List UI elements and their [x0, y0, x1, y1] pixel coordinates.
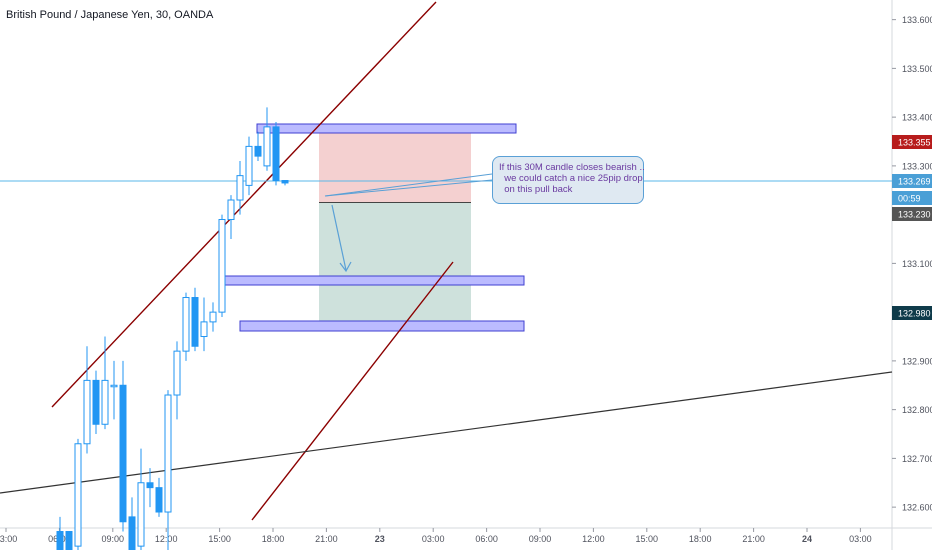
x-tick-label: 03:00 — [0, 534, 17, 544]
price-axis-label-bg — [892, 135, 932, 149]
y-tick-label: 132.900 — [902, 356, 932, 366]
callout-line: on this pull back — [499, 184, 573, 195]
candle-body[interactable] — [191, 297, 199, 347]
candle-body[interactable] — [92, 379, 100, 425]
price-axis-label: 133.355 — [898, 138, 931, 148]
x-tick-label: 09:00 — [102, 534, 125, 544]
x-tick-label: 03:00 — [849, 534, 872, 544]
candle-body[interactable] — [218, 219, 226, 313]
y-tick-label: 133.400 — [902, 113, 932, 123]
candle-body[interactable] — [137, 482, 145, 547]
candle-body[interactable] — [209, 311, 217, 323]
candle-body[interactable] — [254, 145, 262, 157]
x-tick-label: 12:00 — [582, 534, 605, 544]
x-tick-label: 18:00 — [689, 534, 712, 544]
candle-body[interactable] — [65, 531, 73, 555]
price-axis-label: 133.230 — [898, 210, 931, 220]
x-tick-label: 23 — [375, 534, 385, 544]
price-axis-label: 00:59 — [898, 194, 921, 204]
projection-arrowhead — [339, 261, 352, 273]
y-tick-label: 132.700 — [902, 454, 932, 464]
candle-body[interactable] — [236, 175, 244, 201]
x-tick-label: 18:00 — [262, 534, 285, 544]
candle-body[interactable] — [119, 384, 127, 523]
trade-note-callout[interactable]: If this 30M candle closes bearish .. we … — [492, 156, 645, 204]
candle-body[interactable] — [101, 379, 109, 425]
upper-channel-trendline[interactable] — [51, 1, 437, 408]
x-tick-label: 21:00 — [742, 534, 765, 544]
resistance-zone[interactable] — [256, 123, 517, 134]
lower-channel-trendline[interactable] — [251, 261, 454, 521]
candle-body[interactable] — [245, 145, 253, 186]
candle-body[interactable] — [173, 350, 181, 396]
take-profit-zone[interactable] — [319, 202, 471, 322]
x-tick-label: 09:00 — [529, 534, 552, 544]
candle-body[interactable] — [56, 531, 64, 555]
candle-body[interactable] — [227, 199, 235, 221]
y-tick-label: 132.600 — [902, 503, 932, 513]
candle-body[interactable] — [263, 126, 271, 167]
x-tick-label: 15:00 — [636, 534, 659, 544]
x-tick-label: 12:00 — [155, 534, 178, 544]
y-tick-label: 133.300 — [902, 161, 932, 171]
price-axis-label-bg — [892, 191, 932, 205]
support-zone[interactable] — [221, 275, 525, 286]
x-tick-label: 06:00 — [475, 534, 498, 544]
candle-body[interactable] — [182, 297, 190, 352]
x-tick-label: 15:00 — [208, 534, 231, 544]
candle-body[interactable] — [83, 379, 91, 445]
y-tick-label: 132.800 — [902, 405, 932, 415]
callout-line: If this 30M candle closes bearish .. — [499, 162, 645, 173]
callout-pointer — [324, 173, 493, 197]
support-zone-lower[interactable] — [239, 320, 525, 332]
projection-arrow — [331, 204, 347, 271]
candle-body[interactable] — [146, 482, 154, 489]
x-tick-label: 03:00 — [422, 534, 445, 544]
candle-body[interactable] — [155, 487, 163, 513]
candle-body[interactable] — [164, 394, 172, 513]
y-tick-label: 133.500 — [902, 64, 932, 74]
chart-title: British Pound / Japanese Yen, 30, OANDA — [6, 9, 214, 21]
x-tick-label: 21:00 — [315, 534, 338, 544]
y-tick-label: 133.600 — [902, 15, 932, 25]
price-axis-label-bg — [892, 207, 932, 221]
candle-body[interactable] — [200, 321, 208, 338]
candle-body[interactable] — [128, 516, 136, 555]
price-axis-label-bg — [892, 306, 932, 320]
candle-body[interactable] — [281, 180, 289, 184]
callout-line: we could catch a nice 25pip drop — [499, 173, 643, 184]
candle-body[interactable] — [272, 126, 280, 182]
callout-pointer — [324, 179, 493, 197]
candle-body[interactable] — [110, 384, 118, 388]
candle-body[interactable] — [74, 443, 82, 547]
long-term-trendline[interactable] — [0, 371, 893, 494]
stop-loss-zone[interactable] — [319, 131, 471, 203]
y-tick-label: 133.100 — [902, 259, 932, 269]
price-axis-label: 133.269 — [898, 177, 931, 187]
price-axis-label: 132.980 — [898, 309, 931, 319]
price-axis-label-bg — [892, 174, 932, 188]
x-tick-label: 24 — [802, 534, 812, 544]
